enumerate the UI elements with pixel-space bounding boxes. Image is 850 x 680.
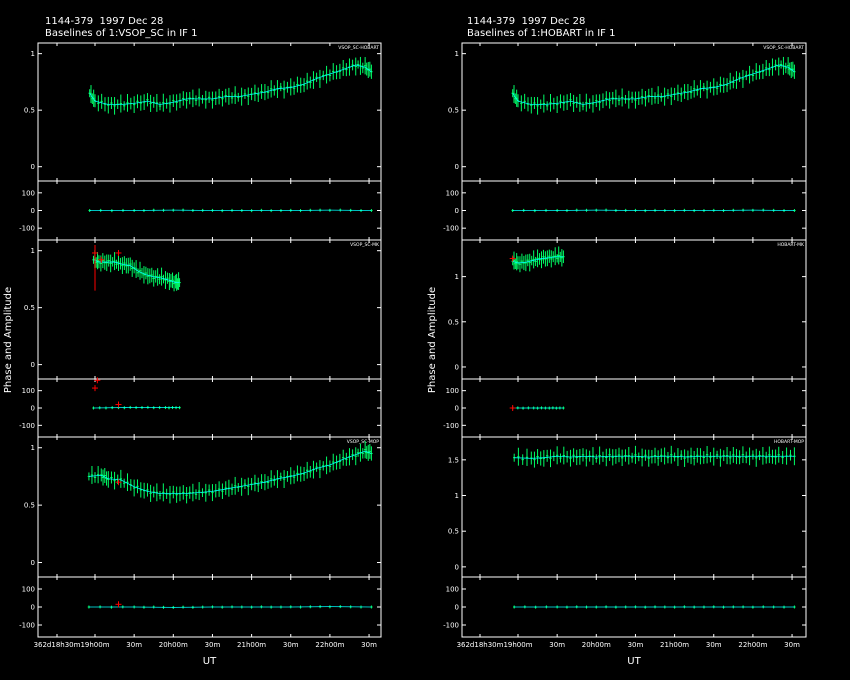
phase-tick-label: -100 <box>19 422 35 430</box>
phase-tick-label: 0 <box>31 207 35 215</box>
phase-tick-label: 100 <box>22 189 35 197</box>
amp-tick-label: 0 <box>455 163 459 171</box>
x-tick-label: 21h00m <box>660 641 689 649</box>
amp-tick-label: 0.5 <box>24 304 35 312</box>
phase-model-line <box>88 606 372 608</box>
x-tick-label: 362d18h30m <box>34 641 81 649</box>
phase-tick-label: -100 <box>19 225 35 233</box>
phase-tick-label: -100 <box>443 422 459 430</box>
x-tick-label: 19h00m <box>80 641 109 649</box>
phase-tick-label: 0 <box>455 207 459 215</box>
x-tick-label: 30m <box>126 641 142 649</box>
x-tick-label: 30m <box>283 641 299 649</box>
amp-tick-label: 0 <box>31 163 35 171</box>
x-axis-label: UT <box>627 656 641 667</box>
phase-tick-label: 100 <box>446 189 459 197</box>
left-plot-title: 1144-379 1997 Dec 28 <box>45 16 164 27</box>
amp-model-line <box>514 455 795 459</box>
baseline-label: VSOP_SC-MOP <box>347 439 379 445</box>
baseline-label: VSOP_SC-HOBART <box>763 45 804 51</box>
amp-tick-label: 0 <box>455 563 459 571</box>
right-plot-subtitle: Baselines of 1:HOBART in IF 1 <box>467 28 616 39</box>
x-tick-label: 30m <box>784 641 800 649</box>
amp-model-line <box>88 450 372 495</box>
amp-model-line <box>512 64 795 105</box>
phase-tick-label: 100 <box>446 586 459 594</box>
amp-tick-label: 0 <box>455 363 459 371</box>
right-plot-title: 1144-379 1997 Dec 28 <box>467 16 586 27</box>
x-tick-label: 30m <box>549 641 565 649</box>
phase-tick-label: -100 <box>443 225 459 233</box>
amp-tick-label: 1 <box>455 492 459 500</box>
amp-tick-label: 1 <box>31 247 35 255</box>
x-tick-label: 20h00m <box>159 641 188 649</box>
amp-tick-label: 0 <box>31 559 35 567</box>
amp-tick-label: 1.5 <box>448 456 459 464</box>
baseline-label: VSOP_SC-HOBART <box>338 45 379 51</box>
amp-model-line <box>89 64 372 105</box>
phase-tick-label: -100 <box>19 622 35 630</box>
amp-tick-label: 1 <box>455 273 459 281</box>
x-tick-label: 362d18h30m <box>457 641 504 649</box>
amp-tick-label: 0.5 <box>24 107 35 115</box>
y-axis-label: Phase and Amplitude <box>3 287 14 393</box>
phase-tick-label: 100 <box>22 387 35 395</box>
amp-tick-label: 0 <box>31 361 35 369</box>
phase-tick-label: 0 <box>455 604 459 612</box>
amp-model-line <box>93 259 180 283</box>
phase-tick-label: -100 <box>443 622 459 630</box>
x-tick-label: 19h00m <box>503 641 532 649</box>
x-tick-label: 22h00m <box>315 641 344 649</box>
phase-model-line <box>93 407 180 409</box>
left-plot-subtitle: Baselines of 1:VSOP_SC in IF 1 <box>45 28 198 39</box>
phase-tick-label: 0 <box>31 405 35 413</box>
amp-tick-label: 1 <box>31 50 35 58</box>
amp-tick-label: 0.5 <box>448 318 459 326</box>
plot-frame-0 <box>37 42 382 638</box>
x-tick-label: 30m <box>361 641 377 649</box>
phase-tick-label: 100 <box>22 586 35 594</box>
amp-tick-label: 0.5 <box>24 502 35 510</box>
amp-model-line <box>512 256 564 264</box>
y-axis-label: Phase and Amplitude <box>427 287 438 393</box>
plot-frame-1 <box>461 42 807 638</box>
x-tick-label: 21h00m <box>237 641 266 649</box>
amp-tick-label: 1 <box>31 444 35 452</box>
amp-tick-label: 1 <box>455 50 459 58</box>
phase-tick-label: 0 <box>455 405 459 413</box>
baseline-label: HOBART-MK <box>777 242 805 248</box>
amp-tick-label: 0.5 <box>448 528 459 536</box>
x-tick-label: 30m <box>205 641 221 649</box>
phase-tick-label: 100 <box>446 387 459 395</box>
amp-tick-label: 0.5 <box>448 107 459 115</box>
baseline-label: VSOP_SC-MK <box>350 242 380 248</box>
x-axis-label: UT <box>203 656 217 667</box>
x-tick-label: 30m <box>628 641 644 649</box>
x-tick-label: 20h00m <box>582 641 611 649</box>
x-tick-label: 22h00m <box>738 641 767 649</box>
baseline-label: HOBART-MOP <box>774 439 804 445</box>
x-tick-label: 30m <box>706 641 722 649</box>
phase-tick-label: 0 <box>31 604 35 612</box>
